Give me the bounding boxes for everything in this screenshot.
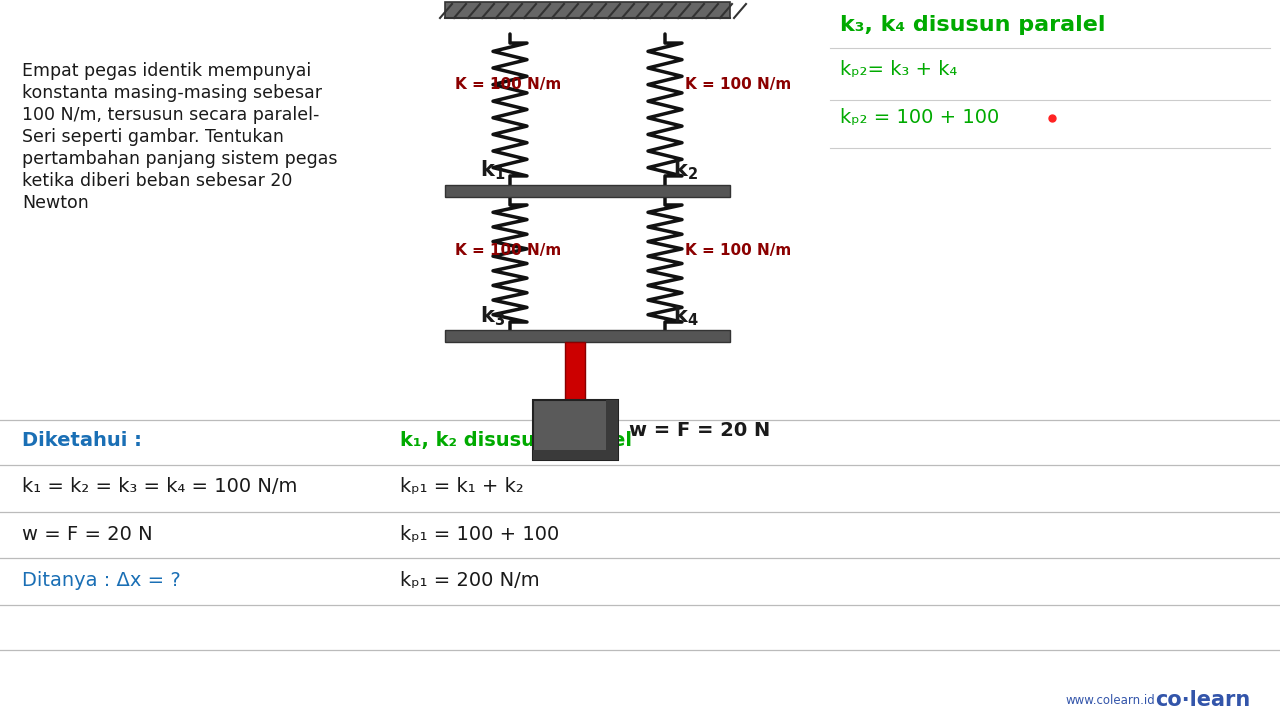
Text: 100 N/m, tersusun secara paralel-: 100 N/m, tersusun secara paralel- (22, 106, 320, 124)
Text: kₚ₂ = 100 + 100: kₚ₂ = 100 + 100 (840, 108, 1000, 127)
Text: $\mathbf{k_2}$: $\mathbf{k_2}$ (673, 158, 698, 181)
Text: kₚ₁ = 100 + 100: kₚ₁ = 100 + 100 (399, 524, 559, 544)
Text: w = F = 20 N: w = F = 20 N (628, 420, 771, 439)
Text: k₁, k₂ disusun paralel: k₁, k₂ disusun paralel (399, 431, 632, 449)
Text: Seri seperti gambar. Tentukan: Seri seperti gambar. Tentukan (22, 128, 284, 146)
Text: Newton: Newton (22, 194, 88, 212)
Bar (445, 185, 730, 197)
Text: www.colearn.id: www.colearn.id (1065, 693, 1155, 706)
Text: Diketahui :: Diketahui : (22, 431, 142, 449)
Bar (445, 330, 730, 342)
Text: $\mathbf{k_1}$: $\mathbf{k_1}$ (480, 158, 506, 181)
Text: K = 100 N/m: K = 100 N/m (454, 78, 561, 92)
Text: kₚ₁ = 200 N/m: kₚ₁ = 200 N/m (399, 570, 540, 590)
Text: k₁ = k₂ = k₃ = k₄ = 100 N/m: k₁ = k₂ = k₃ = k₄ = 100 N/m (22, 477, 297, 497)
Bar (532, 400, 618, 460)
Text: Ditanya : Δx = ?: Ditanya : Δx = ? (22, 570, 180, 590)
Text: w = F = 20 N: w = F = 20 N (22, 524, 152, 544)
Text: co·learn: co·learn (1155, 690, 1251, 710)
Text: ketika diberi beban sebesar 20: ketika diberi beban sebesar 20 (22, 172, 292, 190)
Text: K = 100 N/m: K = 100 N/m (685, 243, 791, 258)
Bar (605, 400, 618, 460)
Text: kₚ₂= k₃ + k₄: kₚ₂= k₃ + k₄ (840, 60, 957, 79)
Text: K = 100 N/m: K = 100 N/m (454, 243, 561, 258)
Bar (532, 450, 618, 460)
Text: $\mathbf{k_3}$: $\mathbf{k_3}$ (480, 304, 506, 328)
Bar (564, 342, 585, 400)
Text: pertambahan panjang sistem pegas: pertambahan panjang sistem pegas (22, 150, 338, 168)
Text: Empat pegas identik mempunyai: Empat pegas identik mempunyai (22, 62, 311, 80)
Text: $\mathbf{k_4}$: $\mathbf{k_4}$ (673, 304, 699, 328)
Bar (445, 2, 730, 18)
Text: k₃, k₄ disusun paralel: k₃, k₄ disusun paralel (840, 15, 1106, 35)
Text: K = 100 N/m: K = 100 N/m (685, 78, 791, 92)
Text: kₚ₁ = k₁ + k₂: kₚ₁ = k₁ + k₂ (399, 477, 524, 497)
Text: konstanta masing-masing sebesar: konstanta masing-masing sebesar (22, 84, 323, 102)
